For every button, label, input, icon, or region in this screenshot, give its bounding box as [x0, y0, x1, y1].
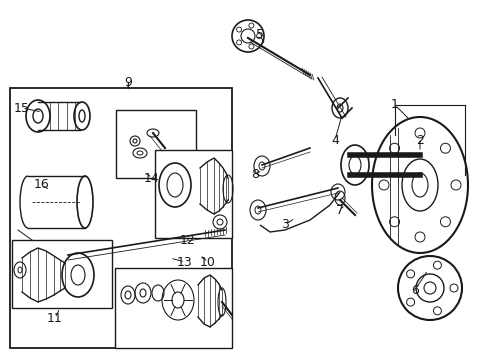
Text: 11: 11	[47, 311, 63, 324]
Bar	[115, 268, 231, 348]
Bar	[347, 148, 364, 182]
Text: 2: 2	[415, 134, 423, 147]
Text: 3: 3	[281, 219, 288, 231]
Text: 1: 1	[390, 99, 398, 112]
Text: 16: 16	[34, 179, 50, 192]
Text: 9: 9	[124, 76, 132, 89]
Bar	[12, 240, 112, 308]
Text: 10: 10	[200, 256, 216, 269]
Text: 13: 13	[177, 256, 192, 269]
Bar	[155, 150, 231, 238]
Bar	[10, 88, 231, 348]
Text: 7: 7	[335, 203, 343, 216]
Text: 8: 8	[250, 168, 259, 181]
Bar	[116, 110, 196, 178]
Text: 15: 15	[14, 102, 30, 114]
Text: 4: 4	[330, 134, 338, 147]
Text: 14: 14	[144, 171, 160, 184]
Text: 6: 6	[410, 284, 418, 297]
Text: 12: 12	[180, 234, 196, 247]
Text: 5: 5	[256, 28, 264, 41]
